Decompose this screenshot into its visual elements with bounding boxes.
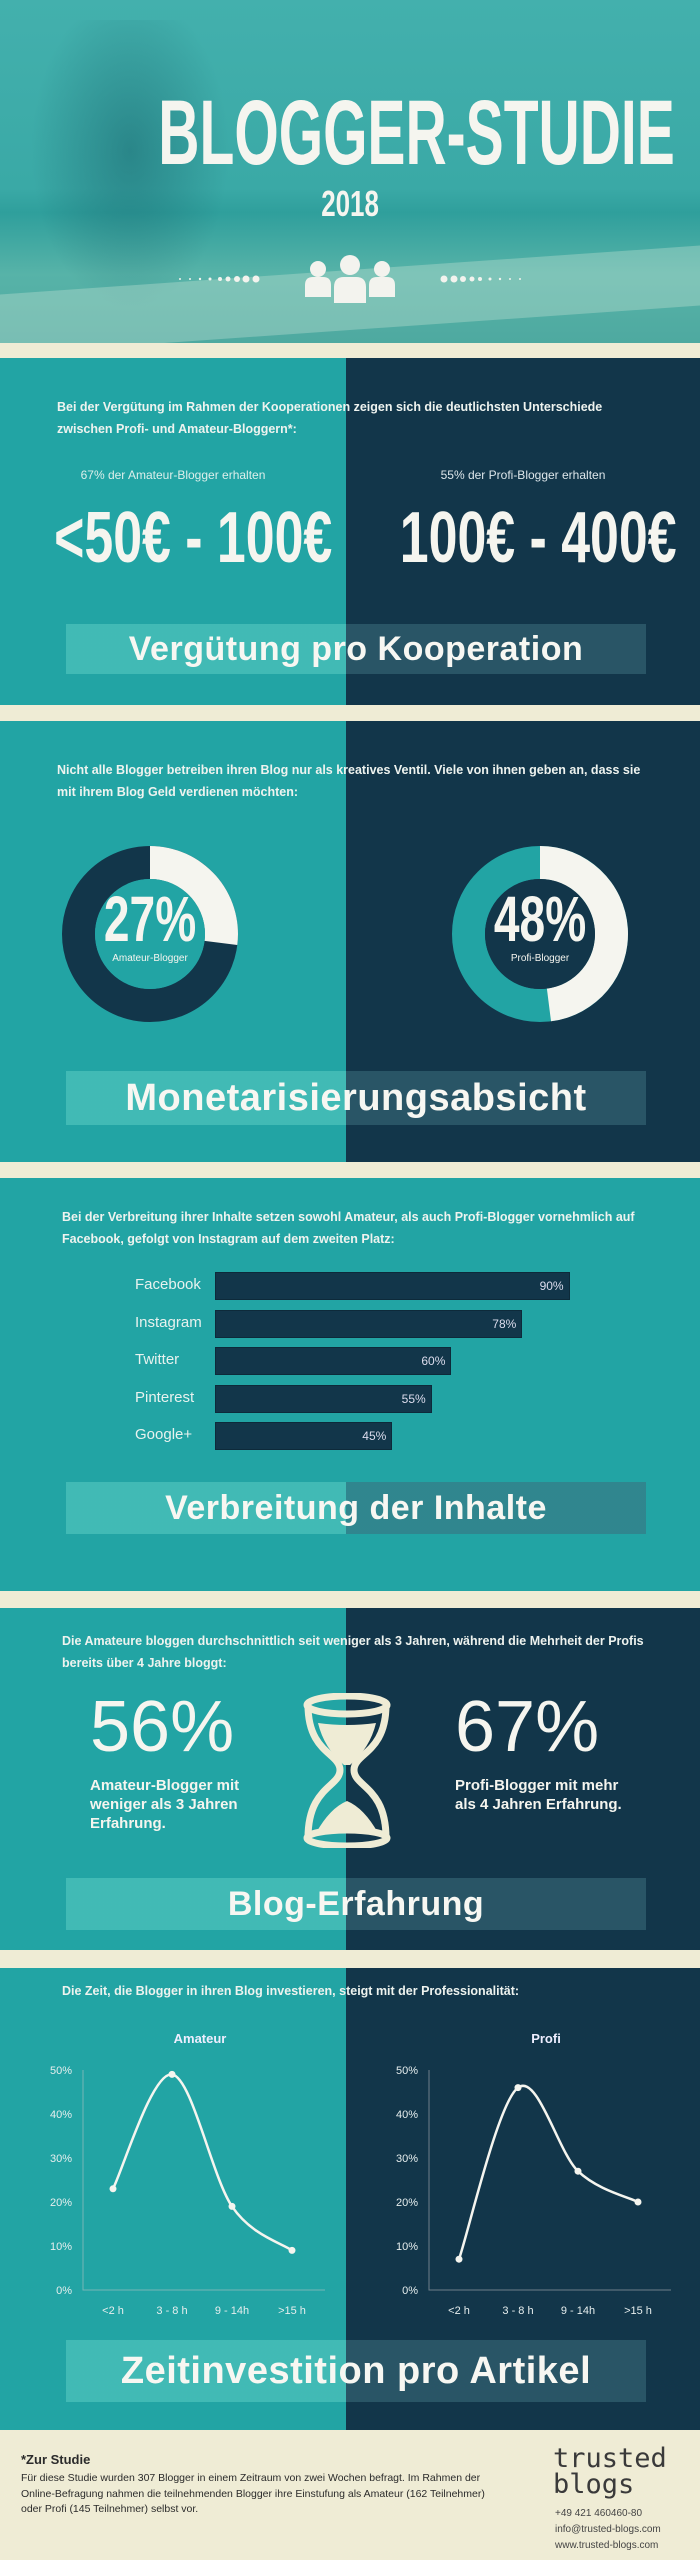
donut-hole bbox=[95, 879, 205, 989]
x-tick-label: >15 h bbox=[278, 2305, 306, 2317]
y-tick-label: 50% bbox=[396, 2065, 418, 2077]
profi-caption: 55% der Profi-Blogger erhalten bbox=[440, 468, 606, 482]
hero: BLOGGER-STUDIE 2018 bbox=[0, 0, 700, 343]
y-tick-label: 50% bbox=[50, 2065, 72, 2077]
amateur-percent: 27% bbox=[103, 883, 197, 955]
bar-label: Facebook bbox=[135, 1276, 201, 1293]
hero-photo-silhouette bbox=[30, 20, 230, 310]
profi-percent: 48% bbox=[493, 883, 587, 955]
footer-text: Für diese Studie wurden 307 Blogger in e… bbox=[21, 2472, 485, 2515]
bar-label: Google+ bbox=[135, 1426, 193, 1443]
chart-title: Amateur bbox=[174, 2031, 227, 2046]
profi-experience-percent: 67% bbox=[455, 1687, 600, 1767]
profi-experience-text: Profi-Blogger mit mehr als 4 Jahren Erfa… bbox=[455, 1777, 622, 1813]
y-tick-label: 20% bbox=[50, 2197, 72, 2209]
section-zeit: Die Zeit, die Blogger in ihren Blog inve… bbox=[0, 1968, 700, 2430]
y-tick-label: 30% bbox=[396, 2153, 418, 2165]
trusted-blogs-logo: trusted blogs bbox=[553, 2443, 667, 2500]
amateur-caption: 67% der Amateur-Blogger erhalten bbox=[80, 468, 266, 482]
x-tick-label: <2 h bbox=[102, 2305, 124, 2317]
section-erfahrung: Die Amateure bloggen durchschnittlich se… bbox=[0, 1608, 700, 1950]
section-label: Zeitinvestition pro Artikel bbox=[66, 2340, 646, 2402]
donut-slice bbox=[150, 846, 239, 946]
zeit-intro: Die Zeit, die Blogger in ihren Blog inve… bbox=[62, 1984, 520, 1998]
amateur-value: <50€ - 100€ bbox=[54, 498, 333, 578]
amateur-donut-label: Amateur-Blogger bbox=[112, 953, 188, 964]
x-tick-label: 3 - 8 h bbox=[502, 2305, 533, 2317]
section-monetarisierung: Nicht alle Blogger betreiben ihren Blog … bbox=[0, 721, 700, 1162]
y-tick-label: 0% bbox=[402, 2285, 418, 2297]
bar-label: Instagram bbox=[135, 1313, 202, 1331]
y-tick-label: 30% bbox=[50, 2153, 72, 2165]
axis bbox=[82, 2070, 325, 2291]
data-point bbox=[574, 2167, 582, 2175]
footer: *Zur Studie Für diese Studie wurden 307 … bbox=[0, 2430, 700, 2560]
amateur-line-chart: Amateur 0% 10% 20% 30% 40% 50% <2 h 3 - 8 h 9 - 1… bbox=[50, 2031, 325, 2317]
bar: 55% bbox=[215, 1384, 432, 1413]
section-label: Blog-Erfahrung bbox=[66, 1878, 646, 1930]
section-label: Monetarisierungsabsicht bbox=[66, 1071, 646, 1125]
y-tick-label: 0% bbox=[56, 2285, 72, 2297]
data-point bbox=[228, 2202, 236, 2210]
phone: +49 421 460460-80 bbox=[555, 2508, 643, 2519]
verbreitung-intro: Bei der Verbreitung ihrer Inhalte setzen… bbox=[62, 1210, 635, 1246]
profi-donut-chart bbox=[452, 846, 629, 1022]
erfahrung-intro: Die Amateure bloggen durchschnittlich se… bbox=[62, 1634, 644, 1670]
bar: 90% bbox=[215, 1272, 570, 1300]
bar: 78% bbox=[215, 1309, 523, 1338]
monetarisierung-intro: Nicht alle Blogger betreiben ihren Blog … bbox=[57, 763, 641, 799]
section-label: Vergütung pro Kooperation bbox=[66, 624, 646, 674]
chart-title: Profi bbox=[531, 2031, 561, 2046]
section-verbreitung: Bei der Verbreitung ihrer Inhalte setzen… bbox=[0, 1178, 700, 1591]
y-tick-label: 10% bbox=[396, 2241, 418, 2253]
amateur-donut-chart bbox=[62, 846, 239, 1022]
section-label: Verbreitung der Inhalte bbox=[66, 1482, 646, 1534]
hero-title: BLOGGER-STUDIE bbox=[158, 82, 675, 184]
profi-value: 100€ - 400€ bbox=[399, 498, 677, 578]
verguetung-intro: Bei der Vergütung im Rahmen der Kooperat… bbox=[57, 400, 603, 436]
profi-donut-label: Profi-Blogger bbox=[510, 953, 570, 964]
x-tick-label: <2 h bbox=[448, 2305, 470, 2317]
hero-year: 2018 bbox=[321, 183, 379, 224]
y-tick-label: 10% bbox=[50, 2241, 72, 2253]
bar-value-label: 45% bbox=[362, 1429, 387, 1443]
bar-label: Twitter bbox=[135, 1351, 180, 1368]
bar-label: Pinterest bbox=[135, 1388, 195, 1406]
footer-heading: *Zur Studie bbox=[21, 2452, 91, 2467]
donut-slice bbox=[540, 846, 629, 1022]
x-tick-label: >15 h bbox=[624, 2305, 652, 2317]
series-line bbox=[457, 2084, 639, 2260]
email-link[interactable]: info@trusted-blogs.com bbox=[555, 2524, 661, 2535]
x-tick-label: 9 - 14h bbox=[215, 2305, 249, 2317]
axis bbox=[428, 2070, 671, 2291]
data-point bbox=[288, 2246, 296, 2254]
y-tick-label: 40% bbox=[396, 2109, 418, 2121]
x-tick-label: 3 - 8 h bbox=[156, 2305, 187, 2317]
data-point bbox=[109, 2185, 117, 2193]
y-tick-label: 20% bbox=[396, 2197, 418, 2209]
data-point bbox=[514, 2084, 522, 2092]
bar-value-label: 60% bbox=[421, 1354, 446, 1368]
x-tick-label: 9 - 14h bbox=[561, 2305, 595, 2317]
bar-value-label: 55% bbox=[401, 1391, 426, 1406]
y-tick-label: 40% bbox=[50, 2109, 72, 2121]
data-point bbox=[168, 2070, 176, 2078]
hourglass-icon bbox=[303, 1693, 391, 1848]
section-verguetung: Bei der Vergütung im Rahmen der Kooperat… bbox=[0, 358, 700, 705]
website-link[interactable]: www.trusted-blogs.com bbox=[555, 2540, 659, 2551]
amateur-experience-percent: 56% bbox=[90, 1687, 235, 1767]
series-line bbox=[111, 2073, 293, 2252]
amateur-experience-text: Amateur-Blogger mit weniger als 3 Jahren… bbox=[90, 1777, 240, 1832]
donut-hole bbox=[485, 879, 595, 989]
profi-line-chart: Profi 0% 10% 20% 30% 40% 50% <2 h 3 - 8 h 9 - 14h… bbox=[396, 2031, 671, 2317]
bar-value-label: 90% bbox=[539, 1279, 564, 1293]
data-point bbox=[455, 2255, 463, 2263]
data-point bbox=[634, 2198, 642, 2206]
bar: 45% bbox=[215, 1422, 393, 1450]
bar-value-label: 78% bbox=[492, 1316, 517, 1331]
group-of-people-icon bbox=[179, 255, 521, 303]
bar: 60% bbox=[215, 1347, 452, 1375]
